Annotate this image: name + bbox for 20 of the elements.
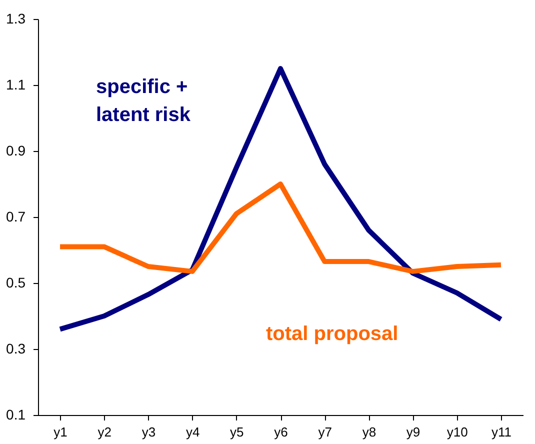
x-tick-label: y7 (318, 424, 332, 440)
y-tick-label: 0.1 (6, 406, 26, 422)
x-tick-label: y3 (142, 424, 156, 440)
y-tick-label: 1.1 (6, 76, 26, 92)
x-tick-label: y4 (186, 424, 200, 440)
x-tick-label: y2 (98, 424, 112, 440)
text: total proposal (266, 323, 398, 345)
x-tick-label: y6 (274, 424, 288, 440)
y-tick-label: 0.7 (6, 208, 26, 224)
y-tick-label: 0.9 (6, 142, 26, 158)
x-tick-label: y1 (54, 424, 68, 440)
y-tick-label: 1.3 (6, 10, 26, 26)
x-tick-label: y11 (491, 424, 512, 440)
x-tick-label: y10 (446, 424, 468, 440)
x-tick-label: y5 (230, 424, 244, 440)
x-tick-label: y9 (406, 424, 420, 440)
y-tick-label: 0.3 (6, 340, 26, 356)
x-tick-label: y8 (362, 424, 376, 440)
text: specific + latent risk (96, 76, 192, 126)
y-tick-label: 0.5 (6, 274, 26, 290)
